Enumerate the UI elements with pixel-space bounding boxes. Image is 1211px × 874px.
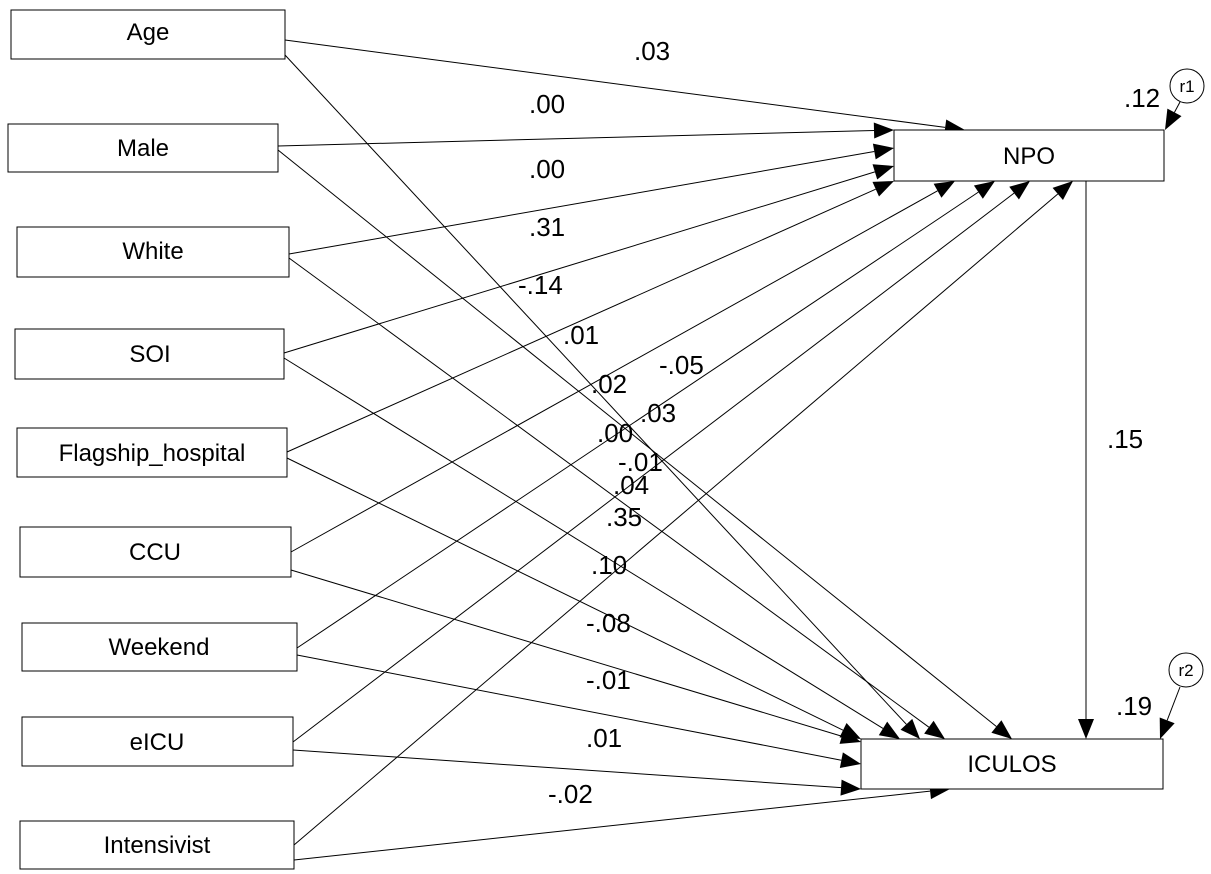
arrow-intensivist-npo <box>293 181 1073 846</box>
coef-white-npo: .00 <box>529 154 565 184</box>
coef-eicu-npo: .03 <box>640 398 676 428</box>
coef-ccu-iculos: -.08 <box>586 608 631 638</box>
node-flagship-hospital: Flagship_hospital <box>16 427 288 478</box>
node-eicu: eICU <box>21 716 294 767</box>
node-soi-label: SOI <box>129 341 170 368</box>
arrow-flagship-iculos <box>286 457 861 739</box>
coef-intensivist-iculos: -.02 <box>548 779 593 809</box>
coef-male-npo: .00 <box>529 89 565 119</box>
node-ccu-label: CCU <box>129 539 181 566</box>
coef-age-iculos: .02 <box>591 369 627 399</box>
node-flagship-hospital-label: Flagship_hospital <box>59 440 246 467</box>
node-intensivist: Intensivist <box>19 820 295 870</box>
node-iculos-label: ICULOS <box>967 751 1056 778</box>
r-squared-npo: .12 <box>1124 83 1160 113</box>
arrow-r2-iculos <box>1159 686 1181 739</box>
coef-intensivist-npo: -.01 <box>618 447 663 477</box>
node-npo-label: NPO <box>1003 143 1055 170</box>
error-r2-label: r2 <box>1178 661 1193 680</box>
node-white: White <box>16 226 290 278</box>
coef-ccu-npo: .01 <box>563 320 599 350</box>
node-male: Male <box>7 123 279 173</box>
coef-weekend-npo: -.05 <box>659 350 704 380</box>
arrow-white-iculos <box>288 257 945 739</box>
arrow-eicu-npo <box>292 181 1030 743</box>
node-ccu: CCU <box>19 526 292 578</box>
arrow-intensivist-iculos <box>293 783 950 861</box>
coef-flagship-iculos: .10 <box>591 550 627 580</box>
arrow-soi-iculos <box>283 357 900 739</box>
node-male-label: Male <box>117 135 169 162</box>
arrow-flagship-npo <box>286 181 894 453</box>
arrow-ccu-npo <box>290 181 955 553</box>
node-weekend: Weekend <box>21 622 298 672</box>
arrow-soi-npo <box>283 164 894 354</box>
coef-flagship-npo: -.14 <box>518 270 563 300</box>
arrow-r1-npo <box>1165 101 1182 130</box>
node-weekend-label: Weekend <box>109 634 210 661</box>
arrow-eicu-iculos <box>292 749 861 796</box>
path-arrows <box>277 39 1182 861</box>
error-r2: r2 <box>1168 652 1204 688</box>
arrow-age-npo <box>284 39 965 136</box>
coef-white-iculos: .04 <box>613 470 649 500</box>
arrow-ccu-iculos <box>290 569 861 744</box>
coef-soi-npo: .31 <box>529 212 565 242</box>
node-iculos: ICULOS <box>860 738 1164 790</box>
coef-male-iculos: .00 <box>597 418 633 448</box>
node-soi: SOI <box>14 328 285 380</box>
node-eicu-label: eICU <box>130 729 185 756</box>
arrow-male-iculos <box>277 149 1012 739</box>
coef-soi-iculos: .35 <box>606 502 642 532</box>
error-r1-label: r1 <box>1179 77 1194 96</box>
node-age: Age <box>10 9 286 60</box>
arrow-age-iculos <box>284 54 920 739</box>
arrow-weekend-iculos <box>296 654 861 769</box>
coef-eicu-iculos: .01 <box>586 723 622 753</box>
arrow-npo-iculos <box>1078 181 1094 739</box>
arrow-male-npo <box>277 122 894 147</box>
node-npo: NPO <box>893 129 1165 182</box>
node-white-label: White <box>122 238 183 265</box>
coef-age-npo: .03 <box>634 36 670 66</box>
error-r1: r1 <box>1169 68 1205 104</box>
arrow-weekend-npo <box>296 181 995 649</box>
arrow-white-npo <box>288 143 894 255</box>
node-intensivist-label: Intensivist <box>104 832 211 859</box>
r-squared-iculos: .19 <box>1116 691 1152 721</box>
node-age-label: Age <box>127 19 170 46</box>
coef-npo-iculos: .15 <box>1107 424 1143 454</box>
coef-weekend-iculos: -.01 <box>586 665 631 695</box>
